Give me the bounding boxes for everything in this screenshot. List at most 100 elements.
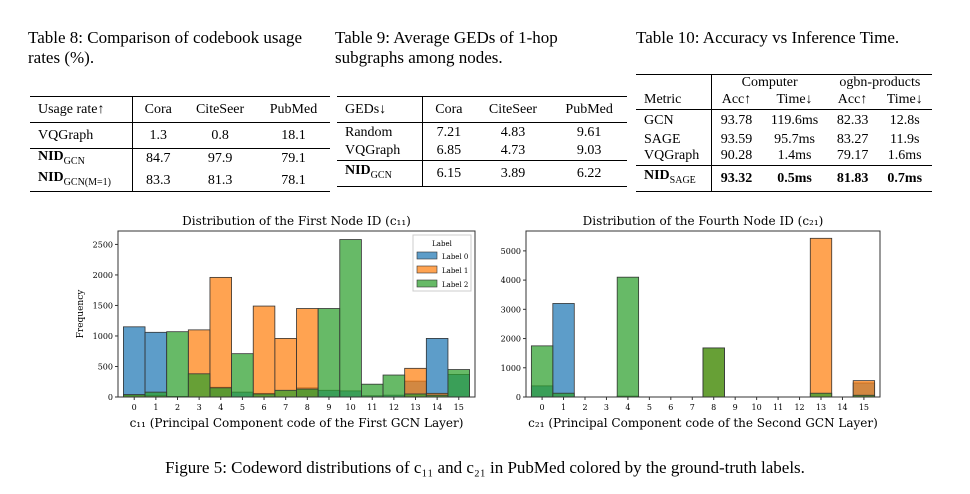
x-tick-label: 3 xyxy=(604,403,609,412)
cell: 93.32 xyxy=(711,165,762,192)
cell: 83.27 xyxy=(836,131,869,147)
y-tick-label: 5000 xyxy=(501,247,521,256)
bar-label-2 xyxy=(616,276,640,398)
cell: GCN xyxy=(636,109,712,132)
cell: 79.17 xyxy=(836,148,869,164)
x-tick-label: 6 xyxy=(261,403,266,412)
x-tick-label: 8 xyxy=(711,403,716,412)
bar-label-0 xyxy=(123,326,146,398)
x-tick-label: 10 xyxy=(345,403,355,412)
x-tick-label: 2 xyxy=(175,403,180,412)
bar-label-1 xyxy=(274,338,297,398)
cell: 9.03 xyxy=(576,143,602,159)
table8-caption: Table 8: Comparison of codebook usage ra… xyxy=(28,28,303,67)
x-tick-label: 12 xyxy=(794,403,804,412)
cell: 0.7ms xyxy=(877,165,932,192)
bar-label-2 xyxy=(209,387,232,398)
y-tick-label: 4000 xyxy=(501,276,521,285)
cell: 81.83 xyxy=(827,165,878,192)
x-tick-label: 14 xyxy=(432,403,442,412)
y-tick-label: 1000 xyxy=(93,332,113,341)
bar-label-0 xyxy=(552,303,575,398)
x-tick-label: 13 xyxy=(816,403,826,412)
plot-frame xyxy=(117,230,476,398)
th: PubMed xyxy=(551,96,627,123)
bar-label-2 xyxy=(187,373,211,398)
legend-entry: Label 1 xyxy=(442,267,468,275)
table9-caption: Table 9: Average GEDs of 1-hop subgraphs… xyxy=(335,28,558,67)
cell: 6.22 xyxy=(551,160,627,187)
cell: 78.1 xyxy=(257,169,330,193)
x-tick-label: 4 xyxy=(218,403,223,412)
cell: Random xyxy=(337,122,424,143)
cell: 12.8s xyxy=(877,109,932,132)
chart-title: Distribution of the Fourth Node ID (c₂₁) xyxy=(583,214,824,228)
th: CiteSeer xyxy=(183,96,257,123)
x-tick-label: 15 xyxy=(859,403,869,412)
y-tick-label: 0 xyxy=(516,393,521,402)
cell: 11.9s xyxy=(890,131,920,147)
bar-label-2 xyxy=(447,369,470,398)
th: Computer xyxy=(711,74,828,92)
cell: SAGE xyxy=(636,131,712,148)
chart-first-node-id: Distribution of the First Node ID (c₁₁) 0… xyxy=(76,214,476,430)
bar-label-1 xyxy=(852,380,876,398)
x-tick-label: 9 xyxy=(733,403,738,412)
table10-caption: Table 10: Accuracy vs Inference Time. xyxy=(636,28,900,47)
th: Cora xyxy=(132,96,184,123)
legend-entry: Label 0 xyxy=(442,253,468,261)
bar-label-1 xyxy=(809,237,833,398)
cell: 4.83 xyxy=(474,122,552,143)
bar-label-1 xyxy=(404,367,427,398)
y-tick-label: 3000 xyxy=(501,305,521,314)
y-tick-label: 0 xyxy=(108,393,113,402)
cell: 9.61 xyxy=(551,122,627,143)
legend-entry: Label 2 xyxy=(442,281,468,289)
cell: NIDSAGE xyxy=(636,165,712,192)
y-tick-label: 2500 xyxy=(93,240,113,249)
x-axis-label: c₂₁ (Principal Component code of the Sec… xyxy=(528,416,878,430)
cell: 93.78 xyxy=(711,109,762,132)
bar-label-2 xyxy=(552,392,575,398)
table10: Computer ogbn-products Metric Acc↑ Time↓ Acc… xyxy=(636,74,932,192)
x-tick-label: 5 xyxy=(240,403,245,412)
th: Metric xyxy=(636,91,712,110)
x-tick-label: 3 xyxy=(197,403,202,412)
x-tick-label: 13 xyxy=(410,403,420,412)
bar-label-2 xyxy=(144,391,168,398)
x-tick-label: 10 xyxy=(752,403,762,412)
x-tick-label: 1 xyxy=(561,403,566,412)
cell: 6.85 xyxy=(436,143,462,159)
cell: 81.3 xyxy=(183,169,257,193)
table9: GEDs↓ Cora CiteSeer PubMed Random 7.21 4.83 9.… xyxy=(337,96,627,187)
bar-label-1 xyxy=(209,276,232,398)
x-tick-label: 0 xyxy=(540,403,545,412)
x-tick-label: 4 xyxy=(625,403,630,412)
plot-frame xyxy=(525,230,881,398)
figure-caption: Figure 5: Codeword distributions of c₁₁ … xyxy=(165,458,805,477)
x-tick-label: 11 xyxy=(773,403,783,412)
x-axis-label: c₁₁ (Principal Component code of the Fir… xyxy=(130,416,464,430)
bar-label-2 xyxy=(231,353,254,398)
cell: 1.6ms xyxy=(887,148,922,164)
legend-swatch xyxy=(416,251,438,260)
x-tick-label: 14 xyxy=(837,403,847,412)
y-tick-label: 500 xyxy=(98,362,113,371)
x-tick-label: 11 xyxy=(367,403,377,412)
cell: 90.28 xyxy=(720,148,753,164)
x-tick-label: 6 xyxy=(668,403,673,412)
x-tick-label: 9 xyxy=(326,403,331,412)
cell: 97.9 xyxy=(183,147,257,170)
bar-label-0 xyxy=(144,331,168,398)
th: Time↓ xyxy=(886,92,923,108)
bar-label-2 xyxy=(382,374,406,398)
th: Cora xyxy=(422,96,475,123)
cell: 84.7 xyxy=(132,147,184,170)
th: PubMed xyxy=(257,96,330,123)
th: ogbn-products xyxy=(827,74,932,92)
cell: 3.89 xyxy=(474,160,552,187)
cell: 95.7ms xyxy=(774,131,815,147)
cell: 1.4ms xyxy=(777,148,812,164)
x-tick-label: 12 xyxy=(389,403,399,412)
